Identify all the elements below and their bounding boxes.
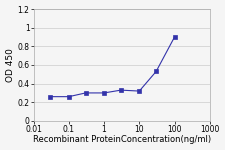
X-axis label: Recombinant ProteinConcentration(ng/ml): Recombinant ProteinConcentration(ng/ml): [33, 135, 211, 144]
Y-axis label: OD 450: OD 450: [6, 48, 15, 82]
